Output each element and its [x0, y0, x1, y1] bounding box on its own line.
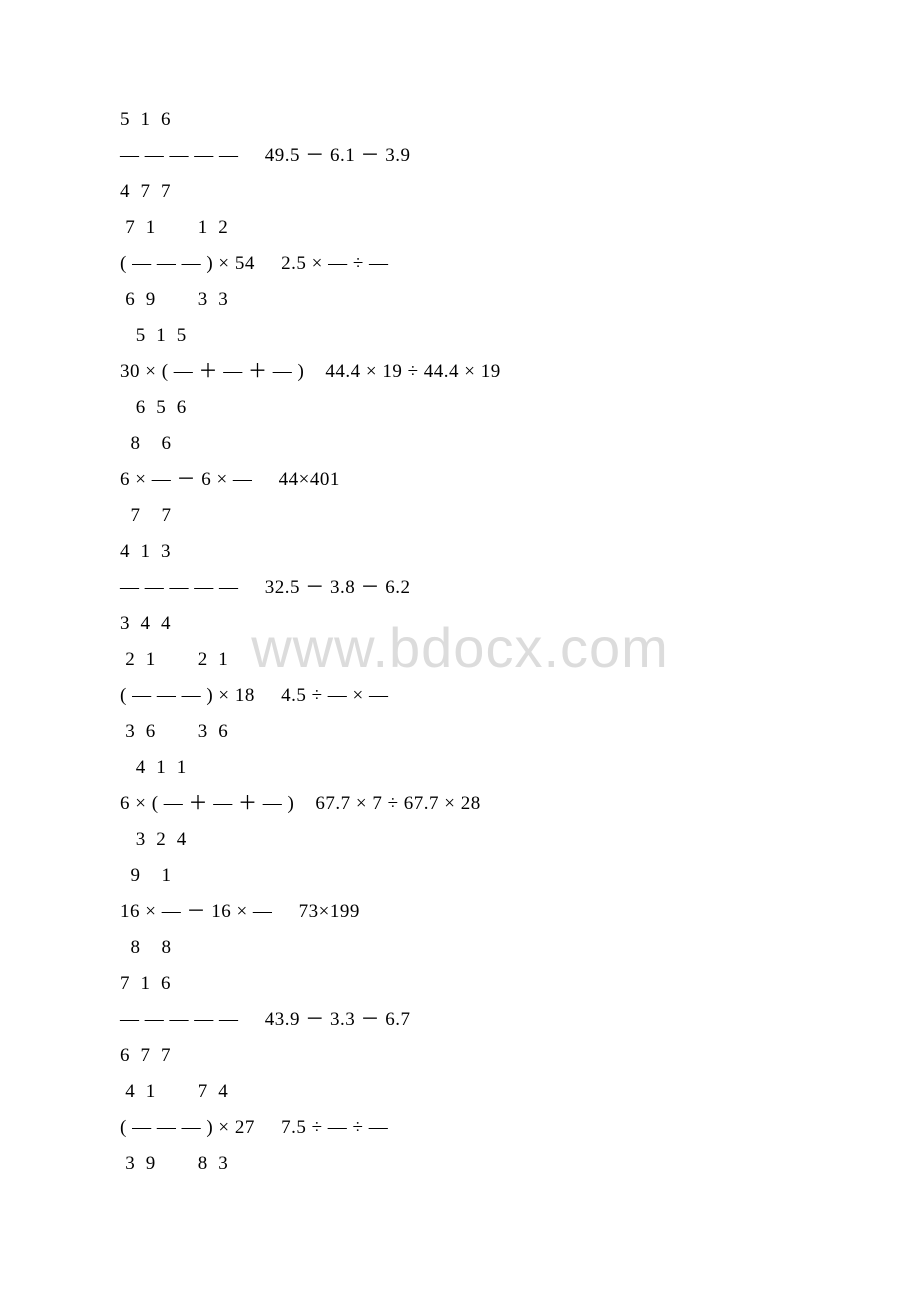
- math-line: 5 1 5: [120, 326, 800, 345]
- math-line: ( ― ― ― ) × 27 7.5 ÷ ― ÷ ―: [120, 1118, 800, 1137]
- math-line: ― ― ― ― ― 43.9 － 3.3 － 6.7: [120, 1010, 800, 1029]
- math-line: ― ― ― ― ― 32.5 － 3.8 － 6.2: [120, 578, 800, 597]
- math-line: 5 1 6: [120, 110, 800, 129]
- math-line: ― ― ― ― ― 49.5 － 6.1 － 3.9: [120, 146, 800, 165]
- document-content: 5 1 6 ― ― ― ― ― 49.5 － 6.1 － 3.9 4 7 7 7…: [0, 0, 920, 1173]
- math-line: 6 × ( ― ＋ ― ＋ ― ) 67.7 × 7 ÷ 67.7 × 28: [120, 794, 800, 813]
- math-line: 4 1 3: [120, 542, 800, 561]
- math-line: 7 1 1 2: [120, 218, 800, 237]
- math-line: 6 7 7: [120, 1046, 800, 1065]
- math-line: 4 1 7 4: [120, 1082, 800, 1101]
- math-line: 3 9 8 3: [120, 1154, 800, 1173]
- math-line: 3 4 4: [120, 614, 800, 633]
- math-line: 6 5 6: [120, 398, 800, 417]
- math-line: 2 1 2 1: [120, 650, 800, 669]
- math-line: 6 × ― － 6 × ― 44×401: [120, 470, 800, 489]
- math-line: 4 7 7: [120, 182, 800, 201]
- math-line: 6 9 3 3: [120, 290, 800, 309]
- math-line: 7 7: [120, 506, 800, 525]
- math-line: 4 1 1: [120, 758, 800, 777]
- math-line: 8 6: [120, 434, 800, 453]
- math-line: ( ― ― ― ) × 54 2.5 × ― ÷ ―: [120, 254, 800, 273]
- math-line: 9 1: [120, 866, 800, 885]
- math-line: 3 2 4: [120, 830, 800, 849]
- math-line: 7 1 6: [120, 974, 800, 993]
- math-line: 30 × ( ― ＋ ― ＋ ― ) 44.4 × 19 ÷ 44.4 × 19: [120, 362, 800, 381]
- math-line: 3 6 3 6: [120, 722, 800, 741]
- math-line: 8 8: [120, 938, 800, 957]
- math-line: 16 × ― － 16 × ― 73×199: [120, 902, 800, 921]
- math-line: ( ― ― ― ) × 18 4.5 ÷ ― × ―: [120, 686, 800, 705]
